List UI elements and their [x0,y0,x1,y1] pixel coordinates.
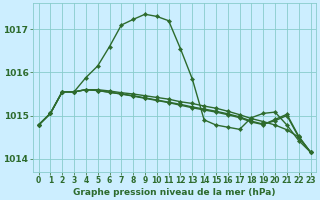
X-axis label: Graphe pression niveau de la mer (hPa): Graphe pression niveau de la mer (hPa) [73,188,276,197]
